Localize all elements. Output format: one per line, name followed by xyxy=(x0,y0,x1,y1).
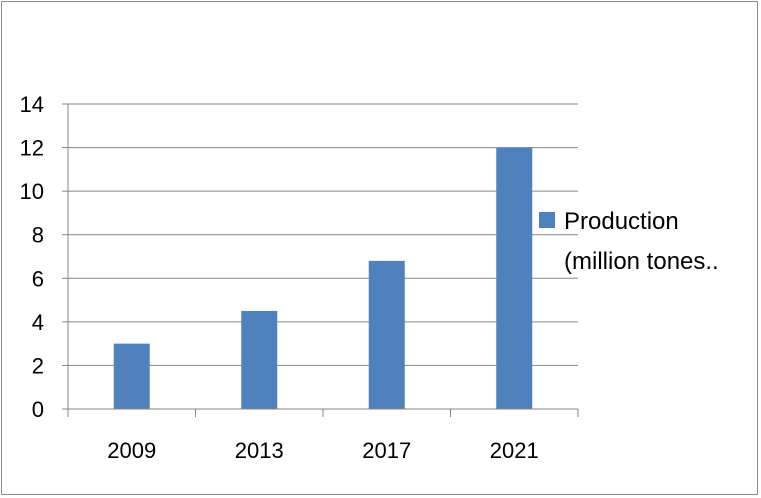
y-tick-label-2: 2 xyxy=(32,353,44,378)
axes xyxy=(67,104,578,410)
y-tick-label-4: 4 xyxy=(32,310,44,335)
x-tick-label-2021: 2021 xyxy=(490,438,539,463)
legend-label-line-1: Production xyxy=(564,208,679,235)
y-tick-label-10: 10 xyxy=(20,179,44,204)
legend-swatch xyxy=(539,212,555,228)
y-axis-ticks: 0 2 4 6 8 10 12 14 xyxy=(20,92,68,422)
y-tick-label-14: 14 xyxy=(20,92,44,117)
y-tick-label-0: 0 xyxy=(32,397,44,422)
bar-2013 xyxy=(241,310,278,409)
bar-2017 xyxy=(368,260,405,409)
legend: Production (million tones.. xyxy=(539,208,719,275)
legend-label-line-2: (million tones.. xyxy=(564,248,719,275)
bars xyxy=(113,147,533,410)
y-tick-label-12: 12 xyxy=(20,136,44,161)
x-tick-label-2017: 2017 xyxy=(362,438,411,463)
x-axis-ticks: 2009 2013 2017 2021 xyxy=(67,409,579,463)
y-tick-label-6: 6 xyxy=(32,266,44,291)
gridlines xyxy=(68,103,578,366)
bar-2009 xyxy=(113,343,150,409)
bar-2021 xyxy=(496,147,533,410)
x-tick-label-2013: 2013 xyxy=(235,438,284,463)
y-tick-label-8: 8 xyxy=(32,223,44,248)
x-tick-label-2009: 2009 xyxy=(107,438,156,463)
